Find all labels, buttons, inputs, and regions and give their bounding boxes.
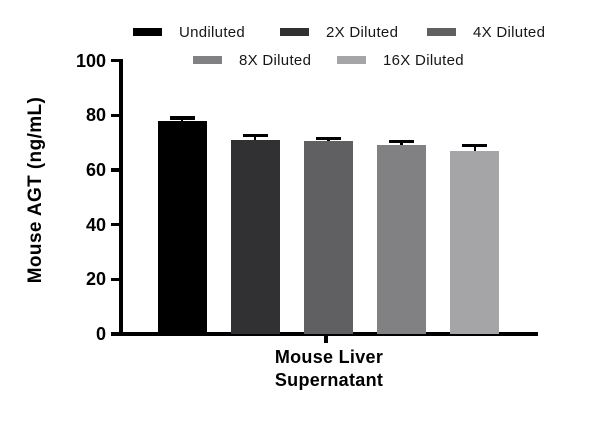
y-axis-title: Mouse AGT (ng/mL) <box>25 96 46 284</box>
legend-label-16x-diluted: 16X Diluted <box>383 51 464 69</box>
legend-label-undiluted: Undiluted <box>179 23 246 41</box>
error-bar-cap-8x-diluted <box>389 139 415 144</box>
legend-label-8x-diluted: 8X Diluted <box>239 51 312 69</box>
y-tick-label: 20 <box>85 269 106 290</box>
legend-item-16x-diluted: 16X Diluted <box>337 51 464 69</box>
legend-swatch-16x-diluted <box>337 56 366 64</box>
bar-16x-diluted <box>450 150 500 334</box>
error-bar-cap-undiluted <box>169 116 195 120</box>
error-bar-cap-2x-diluted <box>242 133 268 138</box>
legend-label-2x-diluted: 2X Diluted <box>326 23 399 41</box>
y-tick-label: 60 <box>85 160 106 181</box>
bar-2x-diluted <box>230 139 280 334</box>
x-axis-line <box>119 332 538 336</box>
y-tick <box>111 222 119 227</box>
error-bar-whisker-16x-diluted <box>473 145 477 151</box>
y-tick <box>111 113 119 118</box>
error-bar-whisker-2x-diluted <box>253 135 257 140</box>
error-bar-cap-16x-diluted <box>462 143 488 148</box>
y-tick-label: 80 <box>85 105 106 126</box>
legend-item-2x-diluted: 2X Diluted <box>280 23 398 41</box>
y-tick-label: 0 <box>95 324 106 344</box>
y-tick <box>111 332 119 336</box>
legend-swatch-2x-diluted <box>280 28 309 36</box>
y-tick <box>111 277 119 282</box>
error-bar-whisker-8x-diluted <box>400 141 403 145</box>
legend-swatch-4x-diluted <box>427 28 456 36</box>
y-tick <box>111 168 119 172</box>
legend-item-4x-diluted: 4X Diluted <box>427 23 545 41</box>
x-tick <box>324 334 328 343</box>
error-bar-cap-4x-diluted <box>315 136 341 141</box>
bar-4x-diluted <box>303 141 353 334</box>
y-axis-line <box>119 59 123 336</box>
legend-item-undiluted: Undiluted <box>133 23 245 41</box>
legend-label-4x-diluted: 4X Diluted <box>473 23 546 41</box>
x-axis-title: Mouse Liver Supernatant <box>274 347 384 390</box>
legend-swatch-8x-diluted <box>193 56 222 64</box>
legend-item-8x-diluted: 8X Diluted <box>193 51 311 69</box>
bar-undiluted <box>157 120 207 334</box>
legend-swatch-undiluted <box>133 28 162 36</box>
y-tick-label: 40 <box>85 214 106 235</box>
bar-8x-diluted <box>377 144 427 334</box>
y-tick-label: 100 <box>75 50 106 71</box>
y-tick <box>111 58 119 63</box>
